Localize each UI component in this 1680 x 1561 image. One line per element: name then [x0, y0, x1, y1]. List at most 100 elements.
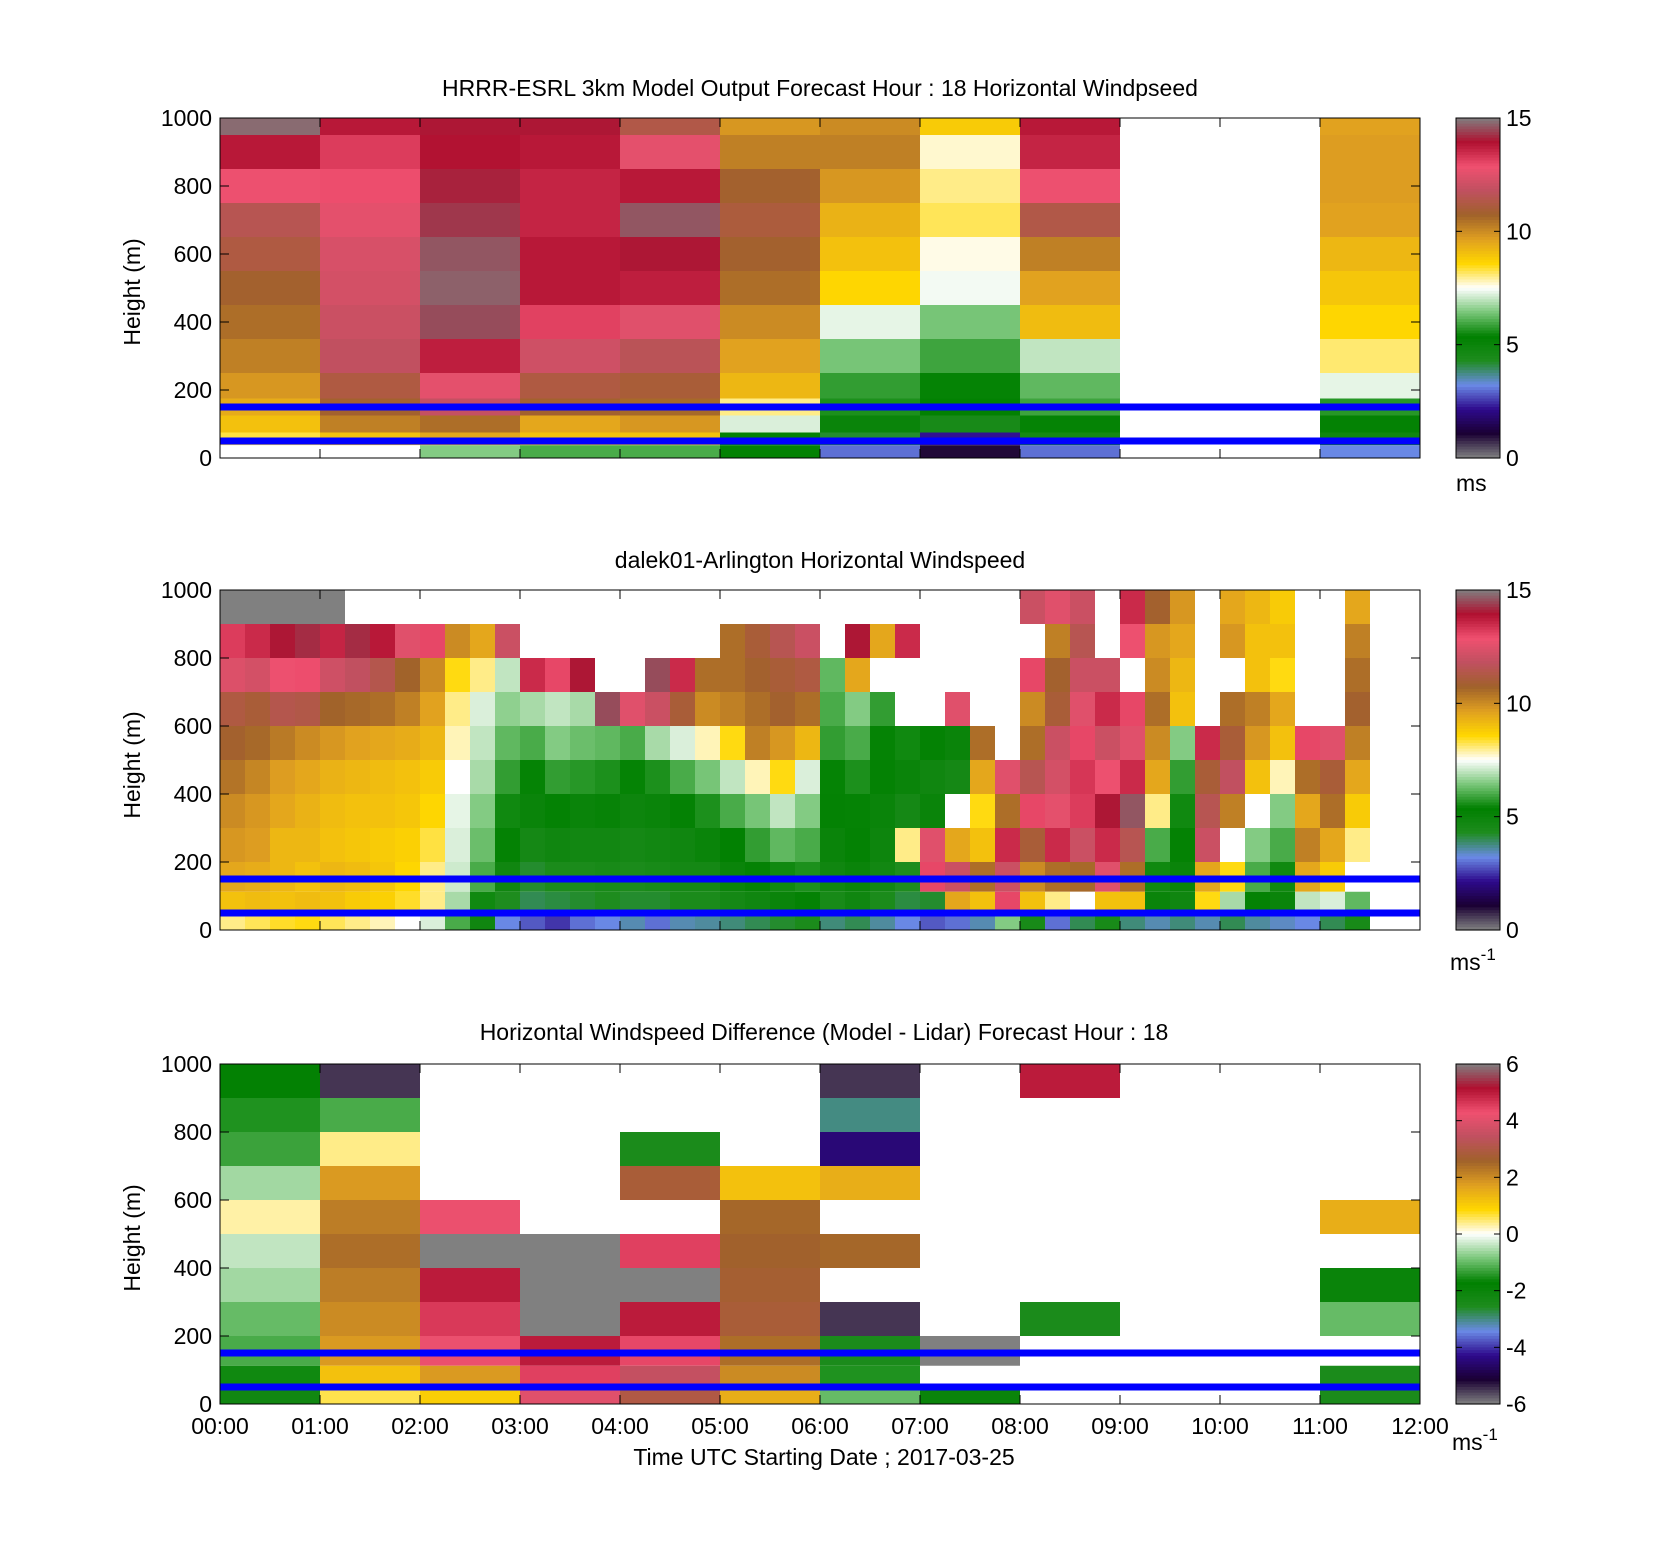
- colorbar-segment: [1456, 1364, 1500, 1368]
- heatmap-cell: [1270, 726, 1295, 760]
- heatmap-cell: [820, 658, 845, 692]
- heatmap-cell: [345, 828, 370, 862]
- heatmap-cell: [820, 203, 920, 237]
- heatmap-cell: [1045, 692, 1070, 726]
- colorbar-segment: [1456, 254, 1500, 258]
- colorbar-segment: [1456, 799, 1500, 804]
- heatmap-cell: [370, 913, 395, 930]
- colorbar-segment: [1456, 1387, 1500, 1391]
- heatmap-cell: [220, 445, 320, 458]
- colorbar-segment: [1456, 1228, 1500, 1232]
- heatmap-cell: [1170, 913, 1195, 930]
- colorbar-segment: [1456, 293, 1500, 298]
- heatmap-cell: [1020, 794, 1045, 828]
- y-tick-label: 600: [174, 1187, 212, 1213]
- heatmap-cell: [920, 169, 1020, 203]
- x-tick-label: 01:00: [291, 1413, 349, 1439]
- heatmap-cell: [320, 169, 420, 203]
- heatmap-cell: [320, 692, 345, 726]
- colorbar-segment: [1456, 740, 1500, 744]
- colorbar-tick-label: -6: [1506, 1391, 1526, 1417]
- colorbar-unit: ms-1: [1450, 945, 1496, 975]
- colorbar-segment: [1456, 1214, 1500, 1218]
- heatmap-cell: [320, 760, 345, 794]
- colorbar-segment: [1456, 313, 1500, 317]
- heatmap-cell: [920, 760, 945, 794]
- heatmap-cell: [745, 624, 770, 658]
- colorbar-segment: [1456, 1245, 1500, 1249]
- heatmap-cell: [895, 760, 920, 794]
- colorbar-segment: [1456, 1341, 1500, 1346]
- colorbar-segment: [1456, 1157, 1500, 1161]
- colorbar-segment: [1456, 401, 1500, 405]
- colorbar-segment: [1456, 1296, 1500, 1300]
- heatmap-cell: [970, 760, 995, 794]
- heatmap-cell: [1170, 590, 1195, 624]
- heatmap-cell: [320, 135, 420, 169]
- colorbar-segment: [1456, 811, 1500, 815]
- heatmap-cell: [1295, 760, 1320, 794]
- heatmap-cell: [795, 913, 820, 930]
- colorbar-segment: [1456, 225, 1500, 230]
- y-axis-ticks: 0 200 400 600 800 1000: [161, 1051, 1420, 1417]
- colorbar-segment: [1456, 754, 1500, 758]
- colorbar-segment: [1456, 1225, 1500, 1229]
- heatmap-cell: [1245, 726, 1270, 760]
- heatmap-cell: [770, 828, 795, 862]
- heatmap-cell: [1220, 913, 1245, 930]
- heatmap-cell: [1045, 658, 1070, 692]
- heatmap-cell: [945, 891, 970, 913]
- heatmap-cell: [620, 305, 720, 339]
- heatmap-cell: [1245, 794, 1270, 828]
- colorbar-segment: [1456, 1236, 1500, 1241]
- colorbar-segment: [1456, 694, 1500, 699]
- colorbar-segment: [1456, 683, 1500, 687]
- colorbar-segment: [1456, 1197, 1500, 1201]
- heatmap-cell: [870, 891, 895, 913]
- heatmap-cell: [1195, 794, 1220, 828]
- heatmap-cell: [520, 726, 545, 760]
- colorbar-segment: [1456, 248, 1500, 252]
- colorbar-segment: [1456, 618, 1500, 622]
- colorbar-segment: [1456, 762, 1500, 767]
- colorbar-tick-label: 10: [1506, 218, 1532, 244]
- heatmap-cell: [345, 658, 370, 692]
- heatmap-cell: [245, 760, 270, 794]
- heatmap-cell: [720, 237, 820, 271]
- heatmap-cell: [470, 658, 495, 692]
- colorbar-segment: [1456, 686, 1500, 690]
- heatmap-cell: [795, 624, 820, 658]
- heatmap-cell: [1145, 913, 1170, 930]
- colorbar-segment: [1456, 1137, 1500, 1142]
- heatmap-cell: [220, 135, 320, 169]
- heatmap-cell: [920, 415, 1020, 433]
- heatmap-cell: [420, 1200, 520, 1234]
- heatmap-cell: [945, 692, 970, 726]
- heatmap-cell: [645, 692, 670, 726]
- colorbar-segment: [1456, 1395, 1500, 1399]
- colorbar-segment: [1456, 643, 1500, 648]
- colorbar-segment: [1456, 847, 1500, 852]
- colorbar-segment: [1456, 646, 1500, 651]
- colorbar-segment: [1456, 217, 1500, 221]
- colorbar-segment: [1456, 884, 1500, 889]
- heatmap-cell: [470, 891, 495, 913]
- colorbar-segment: [1456, 140, 1500, 145]
- heatmap-cell: [470, 760, 495, 794]
- colorbar-segment: [1456, 228, 1500, 232]
- colorbar-segment: [1456, 714, 1500, 719]
- heatmap-cell: [920, 794, 945, 828]
- y-tick-label: 1000: [161, 105, 212, 131]
- heatmap-cell: [1020, 118, 1120, 135]
- colorbar-segment: [1456, 1211, 1500, 1215]
- y-tick-label: 200: [174, 1323, 212, 1349]
- heatmap-cell: [370, 624, 395, 658]
- colorbar-segment: [1456, 1265, 1500, 1269]
- heatmap-cell: [1245, 913, 1270, 930]
- heatmap-cell: [420, 1387, 520, 1404]
- colorbar-segment: [1456, 1140, 1500, 1144]
- heatmap-cell: [1320, 445, 1420, 458]
- heatmap-cell: [820, 1302, 920, 1336]
- panel-title: Horizontal Windspeed Difference (Model -…: [480, 1019, 1169, 1045]
- heatmap-cell: [1320, 118, 1420, 135]
